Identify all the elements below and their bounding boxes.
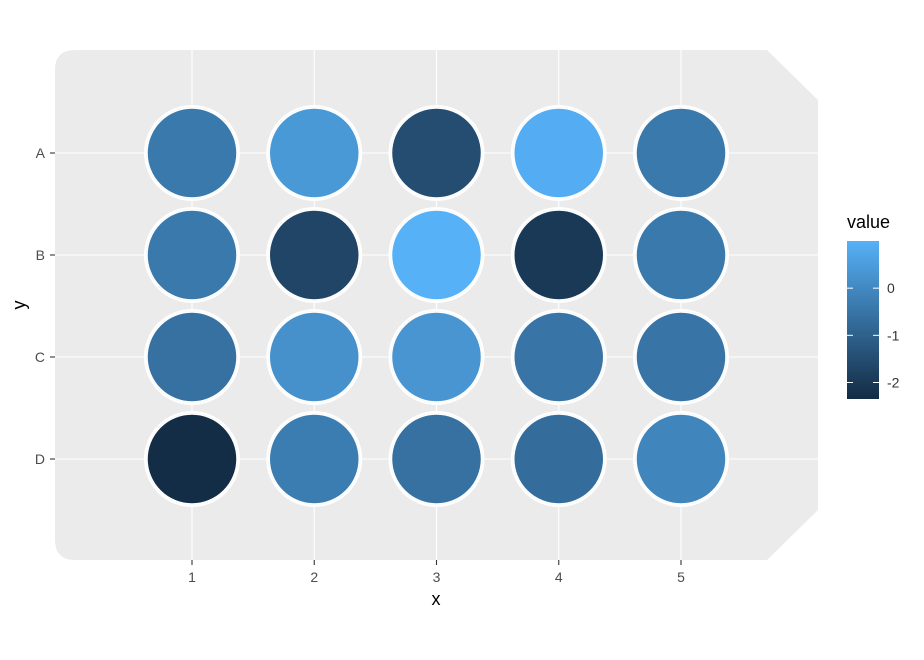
well-fill: [390, 107, 483, 199]
well-rim: [388, 309, 485, 405]
y-tick-label: A: [36, 145, 46, 161]
well-fill: [268, 107, 360, 199]
x-tick-label: 1: [188, 569, 196, 585]
well-A3: [388, 105, 485, 201]
well-rim: [388, 207, 485, 303]
well-rim: [633, 207, 729, 303]
well-rim: [510, 105, 607, 201]
well-C3: [388, 309, 485, 405]
well-fill: [635, 311, 727, 403]
well-fill: [390, 413, 483, 505]
legend-colorbar: [847, 241, 879, 399]
well-B4: [510, 207, 607, 303]
well-fill: [146, 209, 238, 301]
well-D2: [266, 411, 363, 507]
well-rim: [633, 309, 729, 405]
well-rim: [266, 105, 363, 201]
well-B5: [633, 207, 729, 303]
well-fill: [635, 413, 727, 505]
well-fill: [513, 311, 605, 403]
well-B3: [388, 207, 485, 303]
x-tick-label: 5: [677, 569, 685, 585]
well-fill: [146, 107, 238, 199]
well-A1: [144, 105, 240, 201]
well-fill: [146, 311, 238, 403]
well-rim: [266, 309, 363, 405]
well-fill: [513, 209, 605, 301]
x-axis: 1 2 3 4 5: [188, 560, 685, 585]
well-rim: [510, 411, 607, 507]
well-C5: [633, 309, 729, 405]
well-A5: [633, 105, 729, 201]
well-rim: [144, 411, 240, 507]
well-fill: [513, 413, 605, 505]
well-fill: [268, 413, 360, 505]
well-rim: [266, 411, 363, 507]
y-axis: A B C D: [35, 145, 55, 467]
well-fill: [390, 311, 483, 403]
x-axis-title: x: [432, 589, 441, 609]
well-rim: [388, 411, 485, 507]
well-rim: [510, 309, 607, 405]
well-rim: [388, 105, 485, 201]
well-fill: [513, 107, 605, 199]
well-fill: [268, 209, 360, 301]
well-C4: [510, 309, 607, 405]
y-axis-title: y: [9, 301, 29, 310]
well-C1: [144, 309, 240, 405]
well-A4: [510, 105, 607, 201]
well-fill: [146, 413, 238, 505]
x-tick-label: 4: [555, 569, 563, 585]
well-D5: [633, 411, 729, 507]
legend-tick-label: -2: [887, 374, 900, 390]
y-tick-label: D: [35, 451, 45, 467]
well-B1: [144, 207, 240, 303]
x-tick-label: 2: [310, 569, 318, 585]
legend: value 0 -1 -2: [847, 212, 900, 399]
well-D4: [510, 411, 607, 507]
well-rim: [144, 105, 240, 201]
well-fill: [635, 107, 727, 199]
well-rim: [144, 207, 240, 303]
well-C2: [266, 309, 363, 405]
legend-tick-label: 0: [887, 280, 895, 296]
well-rim: [510, 207, 607, 303]
well-rim: [266, 207, 363, 303]
well-fill: [268, 311, 360, 403]
y-tick-label: B: [36, 247, 45, 263]
well-D1: [144, 411, 240, 507]
well-rim: [633, 105, 729, 201]
well-A2: [266, 105, 363, 201]
y-tick-label: C: [35, 349, 45, 365]
well-rim: [633, 411, 729, 507]
well-D3: [388, 411, 485, 507]
well-fill: [635, 209, 727, 301]
legend-tick-label: -1: [887, 327, 900, 343]
well-rim: [144, 309, 240, 405]
wells: [144, 105, 729, 507]
x-tick-label: 3: [433, 569, 441, 585]
well-fill: [390, 209, 483, 301]
legend-ticks: 0 -1 -2: [847, 280, 900, 390]
legend-title: value: [847, 212, 890, 232]
well-B2: [266, 207, 363, 303]
